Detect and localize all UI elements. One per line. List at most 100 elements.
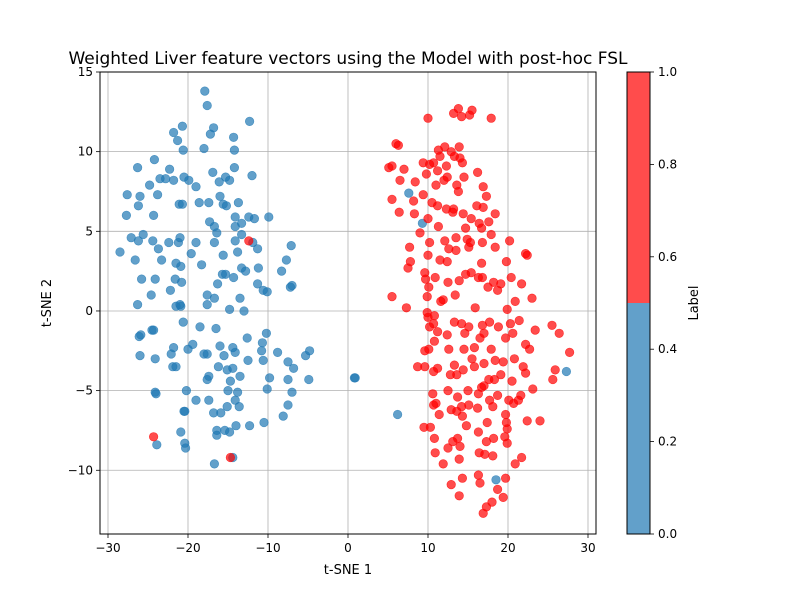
scatter-point-label-0 [181, 386, 191, 396]
scatter-point-label-1 [457, 111, 467, 122]
scatter-point-label-1 [433, 221, 444, 232]
scatter-point-label-0 [229, 272, 239, 283]
scatter-point-label-1 [244, 236, 254, 246]
scatter-point-label-0 [151, 389, 161, 399]
scatter-point-label-0 [283, 400, 293, 410]
scatter-point-label-0 [235, 371, 245, 381]
scatter-point-label-0 [229, 145, 239, 155]
y-axis-ticks: −10 −5 0 5 10 15 [68, 65, 100, 477]
scatter-point-label-1 [505, 319, 516, 329]
scatter-point-label-1 [457, 158, 468, 168]
scatter-point-label-0 [286, 241, 296, 251]
scatter-point-label-1 [498, 357, 508, 367]
scatter-point-label-1 [450, 290, 460, 300]
scatter-point-label-1 [522, 250, 532, 260]
scatter-point-label-0 [245, 116, 255, 126]
scatter-point-label-0 [287, 387, 297, 397]
scatter-point-label-0 [153, 244, 163, 254]
scatter-point-label-1 [480, 449, 490, 459]
scatter-point-label-0 [184, 175, 194, 185]
scatter-point-label-1 [505, 236, 515, 246]
scatter-point-label-1 [387, 161, 397, 171]
scatter-point-label-0 [157, 255, 167, 265]
scatter-point-label-1 [564, 347, 575, 358]
scatter-point-label-1 [420, 362, 430, 372]
scatter-point-label-0 [150, 354, 160, 364]
scatter-point-label-1 [423, 214, 433, 224]
scatter-point-label-1 [458, 365, 468, 375]
scatter-point-label-1 [454, 454, 464, 464]
scatter-point-label-1 [448, 437, 458, 447]
scatter-point-label-0 [230, 212, 240, 222]
colorbar-tick-label: 0.8 [658, 157, 677, 171]
scatter-point-label-1 [431, 398, 441, 409]
scatter-point-label-1 [464, 242, 474, 252]
scatter-point-label-1 [516, 452, 527, 463]
scatter-point-label-0 [169, 175, 179, 185]
scatter-point-label-0 [177, 277, 187, 287]
scatter-point-label-0 [176, 427, 186, 437]
scatter-point-label-1 [455, 441, 465, 452]
scatter-point-label-0 [205, 129, 215, 139]
colorbar-tick-label: 0.4 [658, 342, 677, 356]
scatter-point-label-1 [493, 322, 504, 332]
scatter-point-label-0 [243, 355, 253, 366]
scatter-point-label-1 [470, 303, 480, 313]
scatter-point-label-0 [169, 127, 179, 138]
colorbar-segment [627, 72, 650, 303]
scatter-point-label-1 [395, 175, 405, 185]
scatter-point-label-0 [491, 475, 501, 485]
colorbar-tick-label: 0.6 [658, 250, 677, 264]
colorbar-segments [627, 72, 650, 534]
scatter-point-label-0 [257, 338, 268, 348]
scatter-point-label-0 [166, 349, 176, 359]
scatter-point-label-0 [183, 344, 193, 354]
scatter-point-label-1 [459, 172, 469, 182]
scatter-point-label-0 [209, 237, 219, 248]
scatter-point-label-0 [259, 417, 269, 428]
scatter-point-label-1 [477, 237, 488, 248]
x-tick-label: 10 [420, 541, 435, 555]
scatter-point-label-1 [433, 327, 443, 337]
scatter-point-label-1 [405, 242, 415, 252]
scatter-point-label-0 [177, 199, 187, 209]
colorbar-ticks: 0.0 0.2 0.4 0.6 0.8 1.0 [650, 65, 677, 541]
scatter-point-label-1 [501, 333, 511, 343]
scatter-point-label-0 [199, 349, 209, 359]
scatter-point-label-1 [457, 411, 468, 421]
scatter-point-label-1 [509, 354, 520, 364]
scatter-point-label-1 [425, 422, 436, 432]
scatter-point-label-1 [502, 304, 512, 315]
scatter-point-label-1 [438, 459, 448, 469]
scatter-point-label-0 [258, 355, 268, 366]
scatter-point-label-1 [459, 344, 469, 354]
colorbar-frame [626, 71, 651, 535]
scatter-point-label-1 [429, 311, 440, 321]
scatter-point-label-0 [233, 387, 243, 397]
scatter-point-label-1 [430, 272, 440, 283]
scatter-point-label-0 [245, 421, 255, 431]
scatter-point-label-1 [440, 236, 450, 246]
x-tick-label: −30 [95, 541, 120, 555]
scatter-point-label-0 [561, 366, 572, 377]
scatter-point-label-1 [439, 175, 449, 185]
scatter-point-label-1 [479, 381, 489, 391]
scatter-point-label-1 [451, 245, 461, 255]
scatter-point-label-0 [209, 459, 219, 469]
scatter-point-label-0 [222, 402, 232, 412]
scatter-point-label-0 [178, 317, 188, 327]
chart-title: Weighted Liver feature vectors using the… [68, 49, 628, 69]
scatter-point-label-1 [493, 484, 503, 495]
scatter-point-label-0 [209, 293, 219, 303]
scatter-point-label-0 [149, 325, 159, 335]
scatter-point-label-0 [215, 191, 225, 201]
scatter-point-label-0 [121, 210, 131, 220]
scatter-point-label-0 [213, 279, 223, 289]
scatter-point-label-1 [473, 403, 483, 413]
scatter-point-label-0 [289, 363, 299, 373]
scatter-point-label-1 [548, 374, 558, 385]
scatter-point-label-0 [257, 346, 267, 356]
scatter-point-label-0 [199, 143, 209, 154]
scatter-point-label-1 [554, 328, 564, 338]
scatter-point-label-1 [482, 417, 492, 428]
